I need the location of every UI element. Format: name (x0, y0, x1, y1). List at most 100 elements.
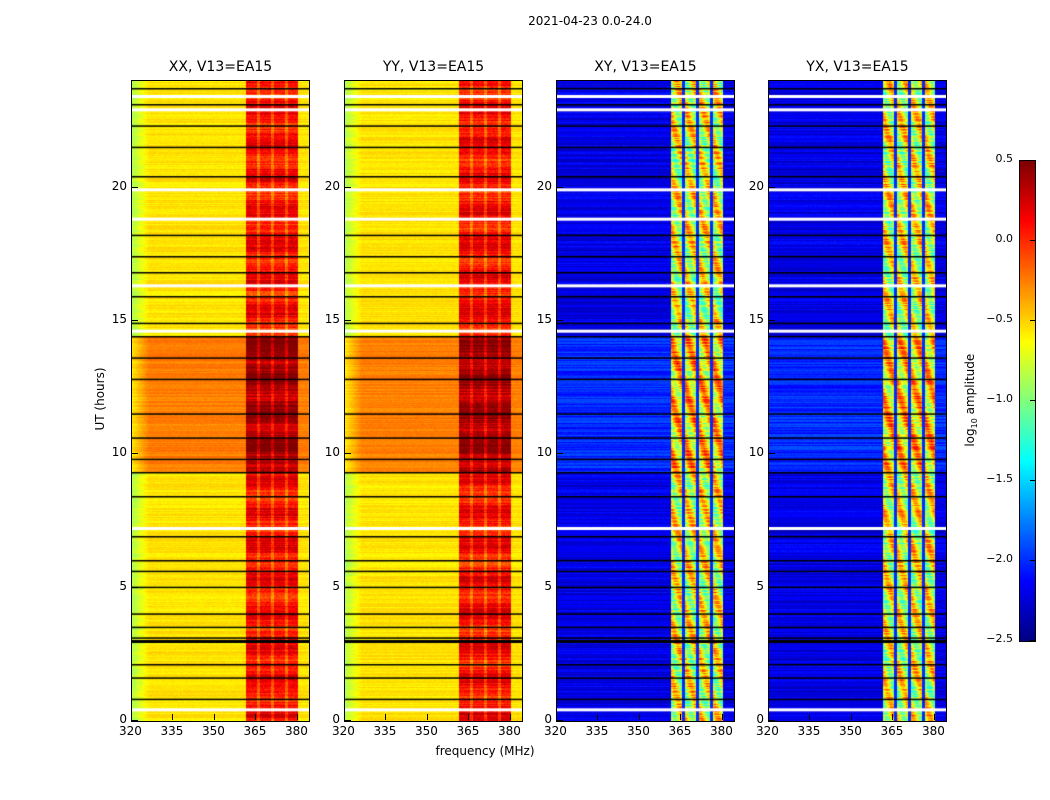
x-tick-label: 320 (119, 724, 142, 738)
heatmap-image (769, 81, 946, 721)
x-tick-label: 380 (497, 724, 521, 738)
heatmap-panel: YX, V13=EA15 (768, 59, 947, 722)
y-tick-label: 15 (536, 312, 552, 326)
heatmap-panel: XY, V13=EA15 (556, 59, 735, 722)
colorbar-tick-label: −2.5 (986, 632, 1013, 645)
y-tick-label: 10 (748, 445, 764, 460)
y-tick-mark (769, 453, 775, 455)
x-tick-mark (131, 714, 132, 720)
x-tick-label: 365 (668, 724, 692, 738)
y-tick-mark (345, 586, 351, 588)
x-tick-label: 380 (709, 724, 733, 738)
colorbar-tick-label: −1.5 (986, 472, 1013, 485)
colorbar-tick-mark (1030, 560, 1035, 561)
x-tick-label: 335 (160, 724, 184, 738)
y-tick-label: 5 (756, 578, 764, 593)
y-tick-mark (345, 720, 351, 721)
x-tick-label: 320 (756, 724, 779, 738)
x-tick-mark (344, 714, 345, 720)
x-tick-mark (638, 714, 640, 720)
colorbar-tick-mark (1030, 240, 1035, 241)
panel-title: XX, V13=EA15 (168, 59, 273, 75)
x-tick-mark (768, 714, 769, 720)
x-tick-label: 350 (201, 724, 225, 738)
x-tick-label: 335 (797, 724, 821, 738)
y-tick-mark (769, 586, 775, 588)
y-tick-mark (557, 586, 563, 588)
y-tick-mark (557, 186, 563, 188)
x-tick-label: 335 (373, 724, 397, 738)
x-tick-mark (385, 714, 387, 720)
colorbar-tick-label: 0.5 (995, 152, 1014, 165)
y-tick-label: 0 (756, 712, 764, 726)
y-tick-mark (769, 320, 775, 321)
x-tick-mark (213, 714, 215, 720)
x-tick-label: 365 (880, 724, 904, 738)
x-tick-mark (721, 714, 723, 720)
figure-title: 2021-04-23 0.0-24.0 (528, 14, 652, 28)
x-tick-mark (850, 714, 852, 720)
x-tick-label: 350 (626, 724, 650, 738)
x-tick-label: 350 (414, 724, 438, 738)
x-tick-mark (172, 714, 174, 720)
y-tick-label: 5 (119, 578, 127, 593)
y-tick-label: 5 (544, 578, 552, 593)
y-tick-label: 0 (332, 712, 340, 726)
y-tick-label: 10 (536, 445, 552, 460)
panel-title: YY, V13=EA15 (382, 59, 485, 75)
y-tick-mark (557, 453, 563, 455)
y-tick-label: 15 (748, 312, 764, 326)
colorbar-tick-mark (1030, 640, 1035, 641)
y-tick-mark (345, 453, 351, 455)
y-tick-mark (769, 186, 775, 188)
x-tick-mark (468, 714, 470, 720)
x-tick-label: 335 (585, 724, 609, 738)
y-tick-label: 20 (748, 178, 764, 193)
y-tick-label: 5 (332, 578, 340, 593)
y-tick-mark (132, 720, 138, 721)
heatmap-image (132, 81, 309, 721)
y-tick-mark (557, 720, 563, 721)
y-tick-label: 20 (536, 178, 552, 193)
y-tick-label: 15 (111, 312, 127, 326)
y-tick-mark (769, 720, 775, 721)
x-tick-mark (680, 714, 682, 720)
x-tick-label: 380 (284, 724, 308, 738)
x-axis-label: frequency (MHz) (435, 744, 535, 758)
x-tick-mark (556, 714, 557, 720)
y-tick-mark (557, 320, 563, 321)
y-tick-mark (132, 320, 138, 321)
y-axis-label: UT (hours) (93, 367, 107, 431)
colorbar-tick-mark (1030, 480, 1035, 481)
colorbar-tick-label: 0.0 (995, 232, 1014, 245)
y-tick-mark (345, 186, 351, 188)
x-tick-mark (509, 714, 511, 720)
y-tick-label: 0 (119, 712, 127, 726)
colorbar-tick-mark (1030, 320, 1035, 321)
x-tick-mark (892, 714, 894, 720)
heatmap-panel: XX, V13=EA15 (131, 59, 310, 722)
y-tick-label: 10 (324, 445, 340, 460)
x-tick-mark (296, 714, 298, 720)
colorbar-tick-mark (1030, 160, 1035, 161)
colorbar (1019, 160, 1036, 642)
x-tick-mark (809, 714, 811, 720)
y-tick-label: 20 (324, 178, 340, 193)
colorbar-tick-label: −0.5 (986, 312, 1013, 325)
x-tick-mark (597, 714, 599, 720)
x-tick-mark (255, 714, 257, 720)
x-tick-label: 320 (332, 724, 355, 738)
x-tick-label: 365 (456, 724, 480, 738)
heatmap-image (557, 81, 734, 721)
y-tick-label: 15 (324, 312, 340, 326)
x-tick-label: 380 (921, 724, 945, 738)
colorbar-tick-mark (1030, 400, 1035, 401)
panel-title: XY, V13=EA15 (594, 59, 697, 75)
x-tick-label: 350 (838, 724, 862, 738)
panel-title: YX, V13=EA15 (806, 59, 909, 75)
y-tick-label: 10 (111, 445, 127, 460)
y-tick-mark (132, 453, 138, 455)
heatmap-image (345, 81, 522, 721)
y-tick-mark (132, 186, 138, 188)
